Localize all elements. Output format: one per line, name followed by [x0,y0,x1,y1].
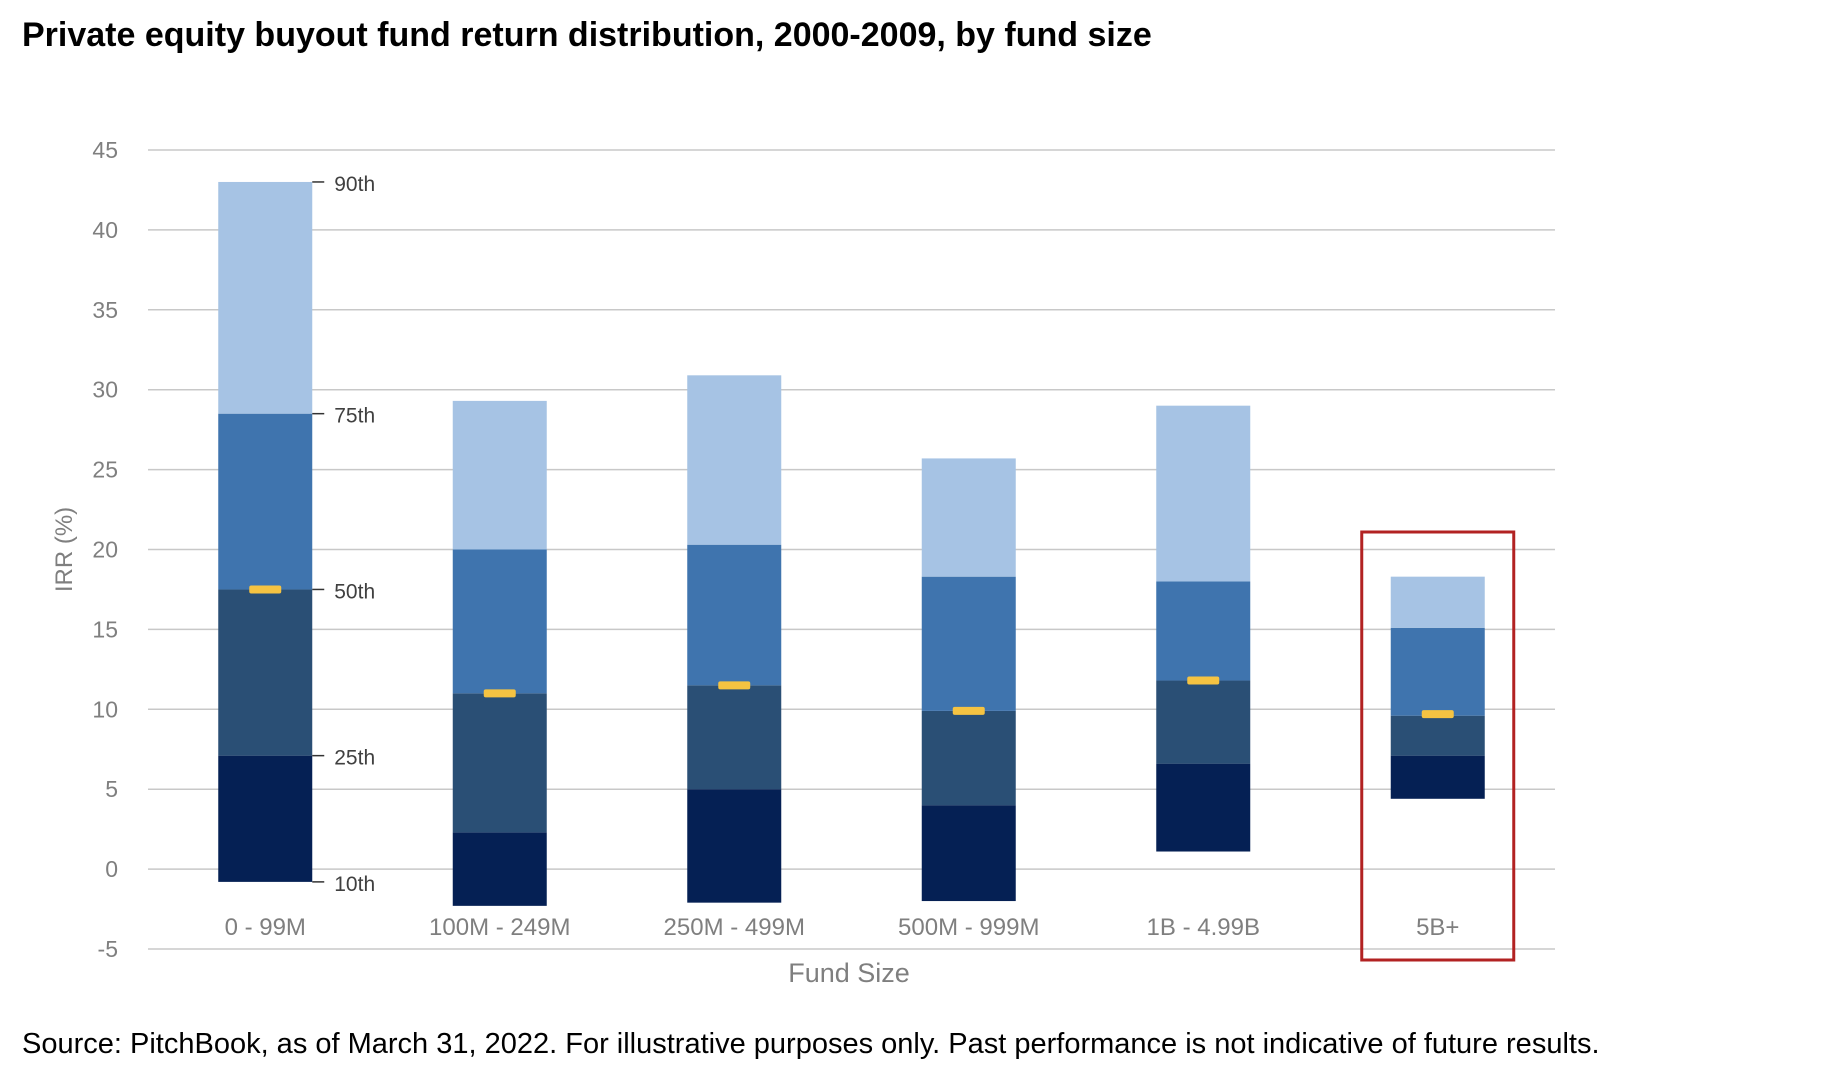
y-tick-label: 0 [105,856,118,882]
chart: -5 0 5 10 15 20 25 30 35 40 45 IRR (%) Fund Size 0 - … [51,137,1555,988]
y-tick-label: 25 [92,457,118,483]
y-tick-label: 45 [92,137,118,163]
median-marker [1421,710,1454,719]
bar-segment-50-75 [218,413,313,590]
bar-segment-75-90 [1156,405,1251,582]
y-tick-label: 20 [92,537,118,563]
bar-segment-50-75 [452,549,547,694]
x-axis-label: Fund Size [788,958,910,988]
bar-segment-10-25 [1156,763,1251,852]
bar-segment-25-50 [218,589,313,756]
y-tick-label: 35 [92,297,118,323]
bar-segment-75-90 [687,375,782,545]
x-tick-label: 0 - 99M [225,914,306,941]
percentile-label: 50th [334,580,375,603]
y-tick-label: 5 [105,776,118,802]
x-tick-label: 5B+ [1416,914,1459,941]
percentile-label: 25th [334,747,375,770]
percentile-label: 75th [334,405,375,428]
bar-segment-50-75 [1156,581,1251,681]
bar-segment-75-90 [921,458,1016,577]
median-marker [952,706,985,715]
bar-segment-50-75 [687,544,782,686]
bar-segment-50-75 [921,576,1016,711]
y-tick-label: 40 [92,217,118,243]
bar-segment-10-25 [687,789,782,903]
y-tick-label: 30 [92,377,118,403]
bar-segment-25-50 [1156,680,1251,764]
bar-segment-75-90 [452,400,547,550]
bar-segment-25-50 [687,685,782,790]
chart-title: Private equity buyout fund return distri… [22,16,1152,54]
x-tick-label: 250M - 499M [664,914,805,941]
median-marker [483,689,516,698]
median-marker [249,585,282,594]
y-tick-label: -5 [98,936,118,962]
bar-segment-25-50 [1390,715,1485,756]
y-tick-label: 10 [92,696,118,722]
y-tick-label: 15 [92,616,118,642]
median-marker [718,681,751,690]
bar-segment-10-25 [1390,755,1485,799]
x-tick-label: 1B - 4.99B [1147,914,1260,941]
bar-segment-10-25 [218,755,313,882]
bar-segment-50-75 [1390,627,1485,716]
bar-segment-25-50 [921,710,1016,806]
bar-segment-75-90 [218,181,313,414]
y-axis-label: IRR (%) [51,507,78,592]
percentile-label: 10th [334,873,375,896]
source-note: Source: PitchBook, as of March 31, 2022.… [22,1028,1600,1060]
percentile-label: 90th [334,173,375,196]
bar-segment-10-25 [452,832,547,906]
x-tick-label: 500M - 999M [898,914,1039,941]
x-tick-label: 100M - 249M [429,914,570,941]
bar-segment-75-90 [1390,576,1485,628]
median-marker [1187,676,1220,685]
bar-segment-10-25 [921,805,1016,902]
bar-segment-25-50 [452,693,547,833]
highlight-box [1360,530,1516,962]
